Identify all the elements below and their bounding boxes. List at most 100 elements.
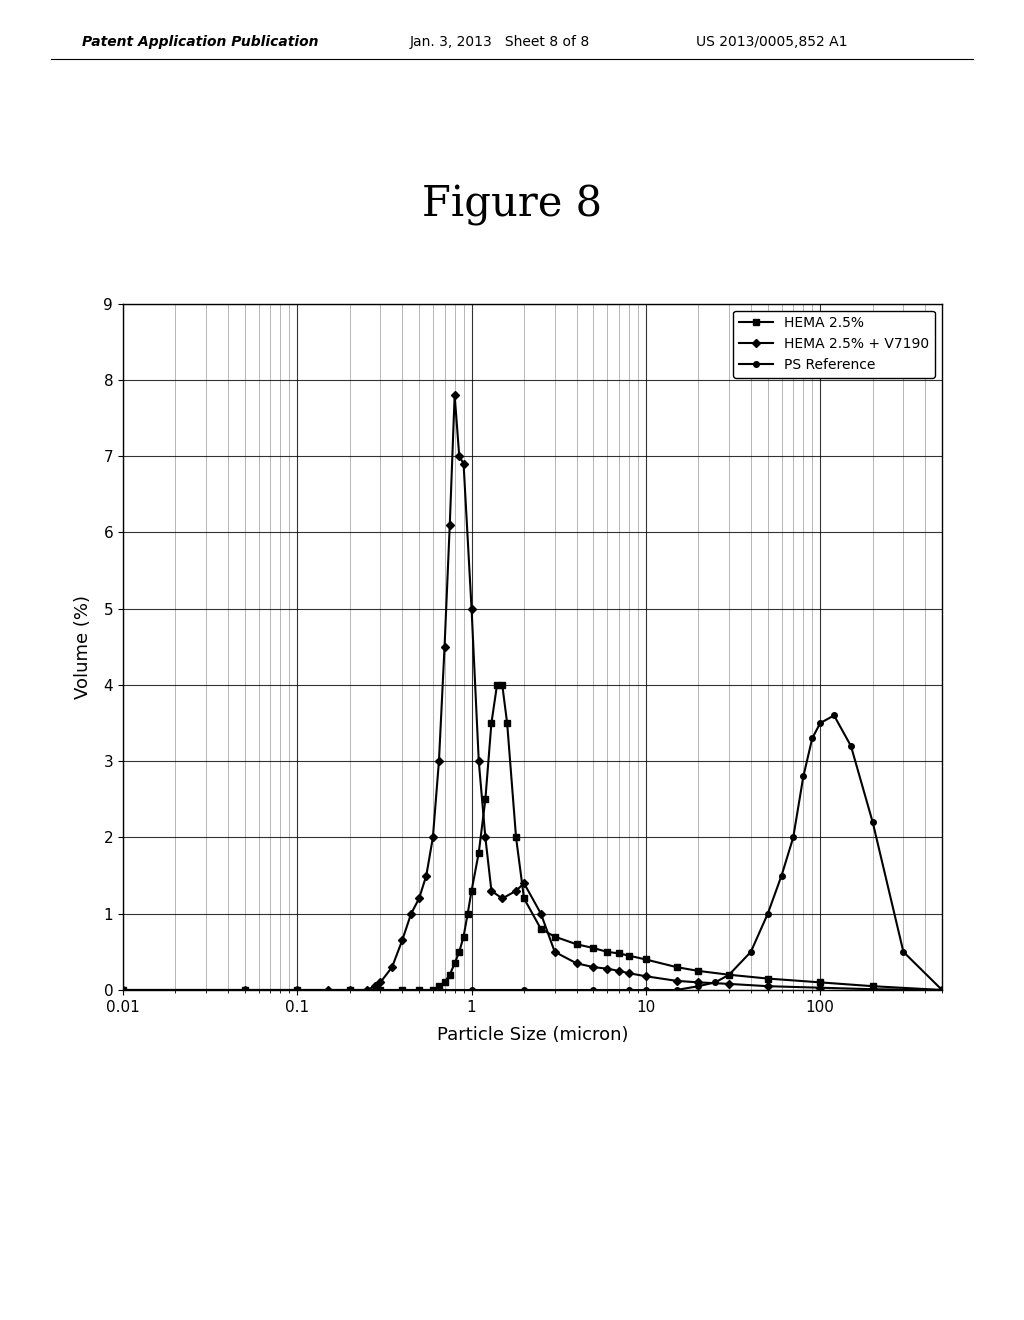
HEMA 2.5% + V7190: [623, 965, 635, 981]
HEMA 2.5% + V7190: [496, 891, 508, 907]
Text: Patent Application Publication: Patent Application Publication: [82, 36, 318, 49]
HEMA 2.5%: [501, 715, 513, 731]
HEMA 2.5% + V7190: [438, 639, 451, 655]
HEMA 2.5% + V7190: [535, 906, 547, 921]
PS Reference: [845, 738, 857, 754]
HEMA 2.5% + V7190: [692, 974, 705, 990]
HEMA 2.5% + V7190: [413, 891, 425, 907]
HEMA 2.5% + V7190: [443, 517, 456, 533]
PS Reference: [762, 906, 774, 921]
PS Reference: [798, 768, 810, 784]
HEMA 2.5%: [433, 978, 445, 994]
HEMA 2.5% + V7190: [549, 944, 561, 960]
HEMA 2.5%: [518, 891, 530, 907]
HEMA 2.5% + V7190: [449, 387, 461, 403]
HEMA 2.5%: [762, 970, 774, 986]
PS Reference: [518, 982, 530, 998]
HEMA 2.5%: [291, 982, 303, 998]
HEMA 2.5%: [612, 945, 625, 961]
HEMA 2.5% + V7190: [762, 978, 774, 994]
HEMA 2.5%: [374, 982, 386, 998]
HEMA 2.5%: [396, 982, 409, 998]
HEMA 2.5% + V7190: [458, 455, 470, 471]
HEMA 2.5%: [490, 677, 503, 693]
HEMA 2.5% + V7190: [814, 979, 826, 995]
Line: HEMA 2.5%: HEMA 2.5%: [120, 682, 945, 993]
HEMA 2.5% + V7190: [466, 601, 478, 616]
HEMA 2.5% + V7190: [587, 960, 599, 975]
HEMA 2.5%: [453, 944, 465, 960]
HEMA 2.5%: [449, 956, 461, 972]
HEMA 2.5% + V7190: [601, 961, 613, 977]
PS Reference: [640, 982, 652, 998]
HEMA 2.5% + V7190: [396, 932, 409, 948]
HEMA 2.5%: [866, 978, 879, 994]
HEMA 2.5% + V7190: [866, 981, 879, 997]
HEMA 2.5%: [117, 982, 129, 998]
HEMA 2.5% + V7190: [239, 982, 251, 998]
PS Reference: [117, 982, 129, 998]
HEMA 2.5% + V7190: [386, 960, 398, 975]
HEMA 2.5%: [549, 929, 561, 945]
HEMA 2.5%: [587, 940, 599, 956]
HEMA 2.5% + V7190: [291, 982, 303, 998]
Line: HEMA 2.5% + V7190: HEMA 2.5% + V7190: [120, 392, 945, 993]
HEMA 2.5% + V7190: [420, 867, 432, 883]
Text: Figure 8: Figure 8: [422, 183, 602, 226]
HEMA 2.5%: [466, 883, 478, 899]
HEMA 2.5%: [640, 952, 652, 968]
PS Reference: [936, 982, 948, 998]
HEMA 2.5%: [344, 982, 356, 998]
Line: PS Reference: PS Reference: [120, 713, 945, 993]
PS Reference: [744, 944, 757, 960]
HEMA 2.5%: [601, 944, 613, 960]
HEMA 2.5%: [692, 964, 705, 979]
PS Reference: [692, 978, 705, 994]
X-axis label: Particle Size (micron): Particle Size (micron): [436, 1026, 629, 1044]
HEMA 2.5%: [427, 982, 439, 998]
HEMA 2.5% + V7190: [936, 982, 948, 998]
PS Reference: [709, 974, 721, 990]
HEMA 2.5%: [462, 906, 474, 921]
HEMA 2.5%: [443, 966, 456, 982]
HEMA 2.5% + V7190: [640, 969, 652, 985]
PS Reference: [806, 730, 818, 746]
HEMA 2.5% + V7190: [479, 829, 492, 845]
HEMA 2.5%: [479, 792, 492, 808]
PS Reference: [814, 715, 826, 731]
PS Reference: [897, 944, 909, 960]
PS Reference: [787, 829, 800, 845]
HEMA 2.5%: [496, 677, 508, 693]
HEMA 2.5% + V7190: [453, 449, 465, 465]
HEMA 2.5% + V7190: [427, 829, 439, 845]
PS Reference: [587, 982, 599, 998]
HEMA 2.5%: [438, 974, 451, 990]
HEMA 2.5%: [623, 948, 635, 964]
Text: Jan. 3, 2013   Sheet 8 of 8: Jan. 3, 2013 Sheet 8 of 8: [410, 36, 590, 49]
HEMA 2.5%: [473, 845, 485, 861]
PS Reference: [413, 982, 425, 998]
HEMA 2.5% + V7190: [510, 883, 522, 899]
HEMA 2.5%: [458, 929, 470, 945]
HEMA 2.5%: [671, 960, 683, 975]
HEMA 2.5% + V7190: [723, 975, 735, 991]
PS Reference: [291, 982, 303, 998]
PS Reference: [775, 867, 787, 883]
PS Reference: [344, 982, 356, 998]
HEMA 2.5% + V7190: [473, 754, 485, 770]
HEMA 2.5%: [723, 966, 735, 982]
PS Reference: [623, 982, 635, 998]
PS Reference: [723, 966, 735, 982]
HEMA 2.5% + V7190: [612, 964, 625, 979]
HEMA 2.5%: [413, 982, 425, 998]
PS Reference: [466, 982, 478, 998]
PS Reference: [239, 982, 251, 998]
HEMA 2.5% + V7190: [518, 875, 530, 891]
HEMA 2.5%: [936, 982, 948, 998]
HEMA 2.5% + V7190: [374, 974, 386, 990]
Legend: HEMA 2.5%, HEMA 2.5% + V7190, PS Reference: HEMA 2.5%, HEMA 2.5% + V7190, PS Referen…: [733, 310, 935, 378]
HEMA 2.5% + V7190: [360, 982, 373, 998]
HEMA 2.5%: [570, 936, 583, 952]
HEMA 2.5% + V7190: [433, 754, 445, 770]
HEMA 2.5% + V7190: [404, 906, 417, 921]
